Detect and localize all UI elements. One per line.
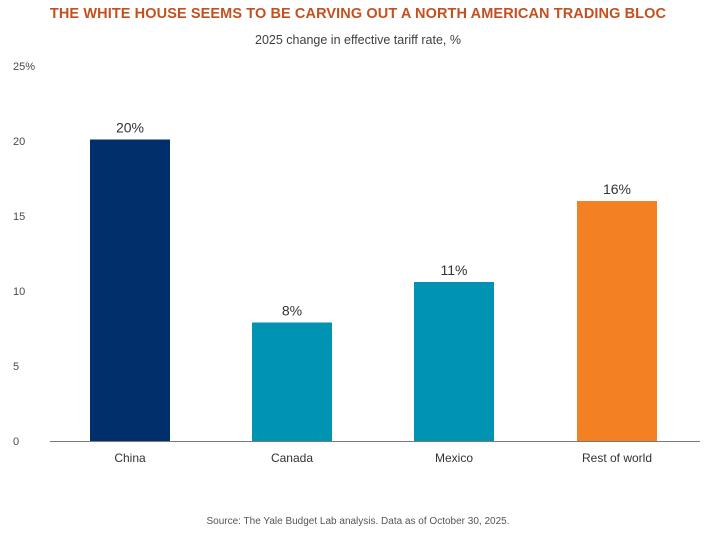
x-axis-labels: China Canada Mexico Rest of world: [114, 451, 652, 465]
y-axis-ticks: 0 5 10 15 20 25%: [13, 61, 35, 448]
x-tick-label: China: [114, 451, 146, 465]
data-label: 16%: [603, 181, 631, 197]
source-note: Source: The Yale Budget Lab analysis. Da…: [206, 516, 510, 527]
chart-title: THE WHITE HOUSE SEEMS TO BE CARVING OUT …: [49, 6, 667, 22]
y-tick-label: 10: [13, 286, 25, 298]
y-tick-label: 15: [13, 211, 25, 223]
data-labels-group: 20% 8% 11% 16%: [116, 120, 631, 319]
chart-subtitle: 2025 change in effective tariff rate, %: [255, 33, 461, 47]
bar-rest-of-world: [577, 201, 657, 441]
y-tick-label: 25%: [13, 61, 35, 73]
bar-mexico: [414, 282, 494, 441]
x-tick-label: Canada: [271, 451, 313, 465]
x-tick-label: Mexico: [435, 451, 473, 465]
data-label: 20%: [116, 120, 144, 136]
y-tick-label: 0: [13, 436, 19, 448]
bar-canada: [252, 322, 332, 441]
y-tick-label: 5: [13, 361, 19, 373]
bar-china: [90, 139, 170, 441]
bars-group: [90, 139, 657, 441]
data-label: 8%: [282, 303, 302, 319]
x-tick-label: Rest of world: [582, 451, 652, 465]
y-tick-label: 20: [13, 136, 25, 148]
data-label: 11%: [441, 262, 468, 278]
